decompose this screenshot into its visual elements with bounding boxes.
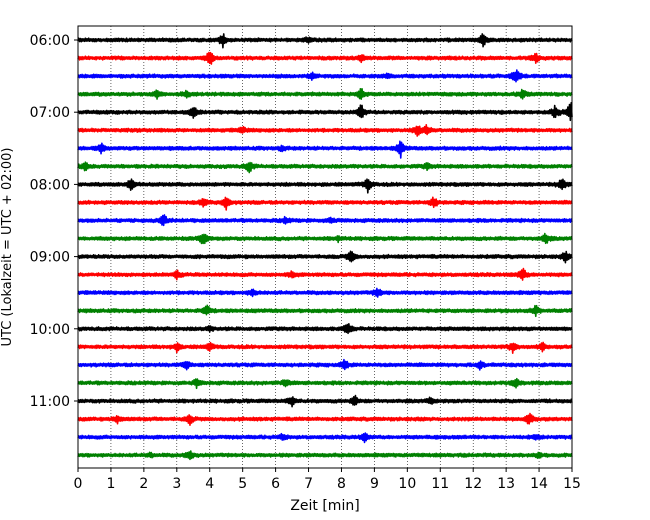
trace-0815 <box>77 196 573 211</box>
trace-0830 <box>77 214 573 227</box>
x-tick-label: 2 <box>139 476 148 492</box>
trace-0900 <box>77 250 573 264</box>
x-tick-label: 4 <box>205 476 214 492</box>
trace-0915 <box>77 267 573 281</box>
x-tick-label: 11 <box>431 476 449 492</box>
x-tick-label: 5 <box>238 476 247 492</box>
trace-0800 <box>77 178 573 194</box>
x-tick-label: 15 <box>563 476 581 492</box>
x-tick-label: 9 <box>370 476 379 492</box>
x-tick-label: 3 <box>172 476 181 492</box>
trace-1015 <box>77 341 573 354</box>
trace-0600 <box>77 33 573 49</box>
trace-1100 <box>77 394 573 408</box>
x-axis-label: Zeit [min] <box>290 498 359 514</box>
trace-1000 <box>77 323 573 335</box>
x-tick-label: 1 <box>106 476 115 492</box>
trace-1030 <box>77 358 573 371</box>
trace-0630 <box>77 69 573 83</box>
y-tick-label: 08:00 <box>30 177 70 193</box>
trace-0930 <box>77 287 573 298</box>
plot-frame <box>77 25 573 469</box>
x-axis-ticks: 0 1 2 3 4 5 6 7 8 9 10 11 12 13 14 15 <box>74 468 581 492</box>
trace-0845 <box>77 232 573 245</box>
y-tick-label: 06:00 <box>30 33 70 49</box>
x-tick-label: 8 <box>337 476 346 492</box>
y-tick-label: 09:00 <box>30 250 70 266</box>
trace-1145 <box>77 450 573 461</box>
trace-0715 <box>77 124 573 137</box>
x-tick-label: 12 <box>464 476 482 492</box>
y-axis-label: UTC (Lokalzeit = UTC + 02:00) <box>0 148 15 347</box>
trace-1115 <box>77 412 573 427</box>
trace-0615 <box>77 51 573 65</box>
x-tick-label: 7 <box>304 476 313 492</box>
trace-0730 <box>77 140 573 159</box>
seismic-traces <box>77 33 573 461</box>
y-tick-label: 11:00 <box>30 394 70 410</box>
x-tick-label: 10 <box>398 476 416 492</box>
trace-1045 <box>77 377 573 390</box>
trace-0745 <box>77 161 573 174</box>
trace-0945 <box>77 304 573 318</box>
y-tick-label: 07:00 <box>30 105 70 121</box>
trace-0700 <box>77 102 573 122</box>
trace-0645 <box>77 88 573 100</box>
x-tick-label: 13 <box>497 476 515 492</box>
y-tick-label: 10:00 <box>30 322 70 338</box>
x-tick-label: 14 <box>530 476 548 492</box>
trace-1130 <box>77 432 573 444</box>
x-tick-label: 0 <box>74 476 83 492</box>
y-axis-ticks: 06:00 07:00 08:00 09:00 10:00 11:00 <box>30 33 78 410</box>
x-tick-label: 6 <box>271 476 280 492</box>
